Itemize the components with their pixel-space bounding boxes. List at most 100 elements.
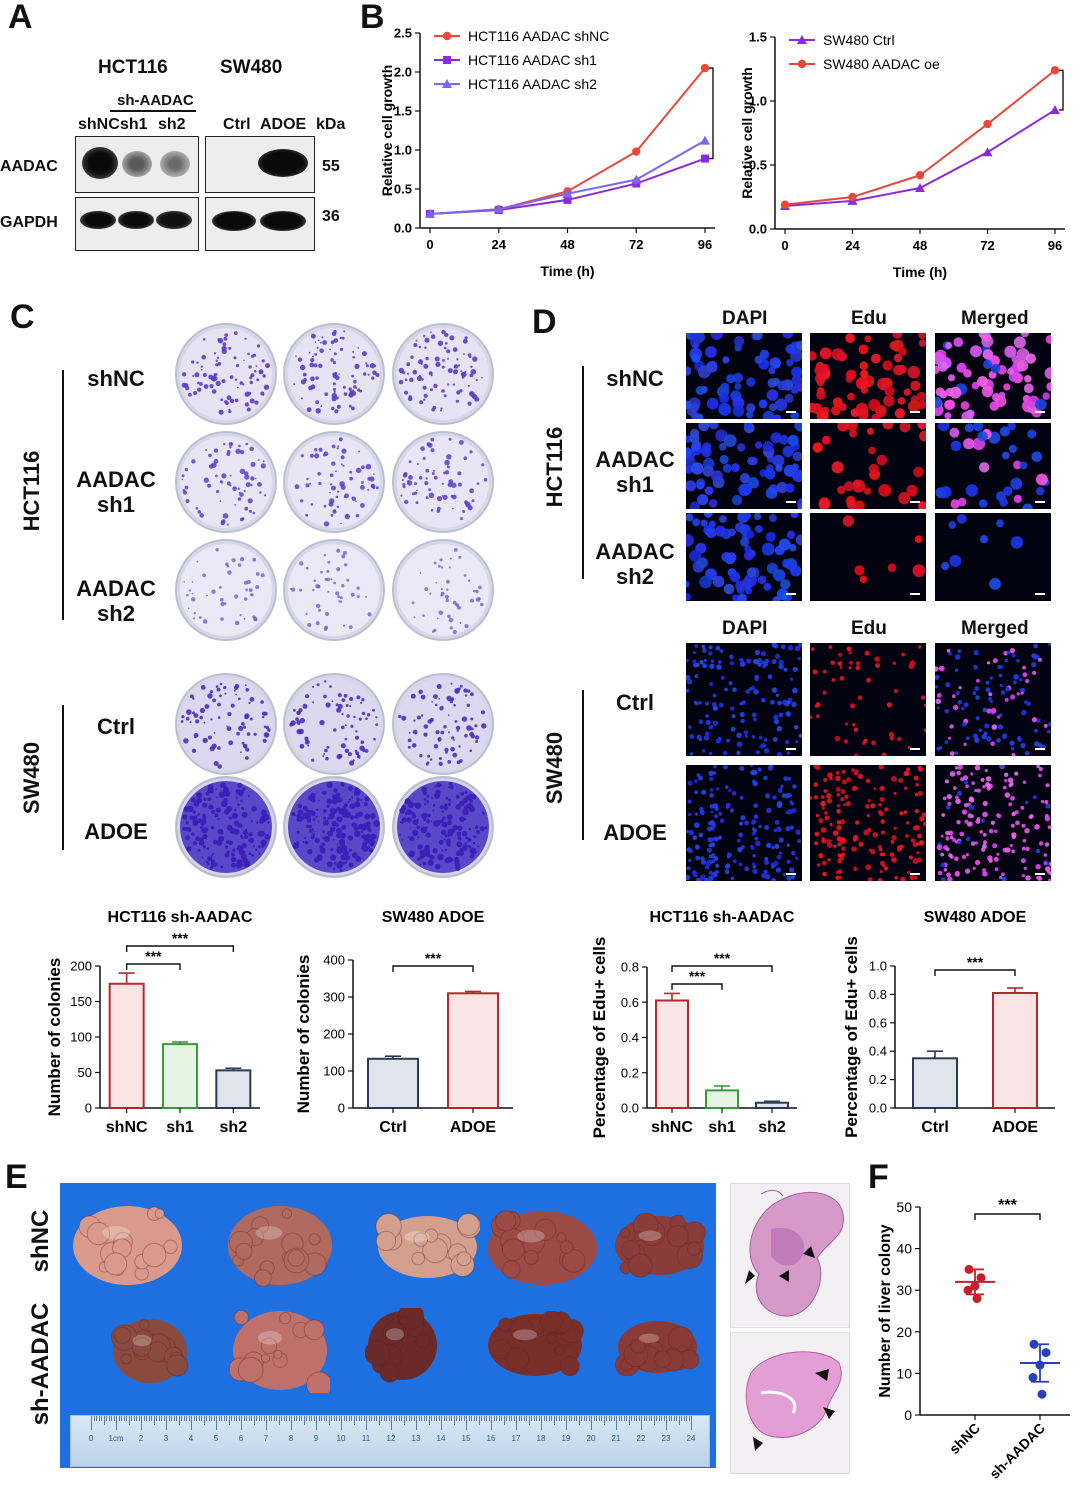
y-tick-label: 0.0 xyxy=(869,1101,887,1116)
significance-bracket xyxy=(709,67,714,160)
ruler-tick xyxy=(353,1416,355,1425)
ruler-tick xyxy=(528,1416,530,1425)
data-point xyxy=(563,195,572,204)
y-tick-label: 0 xyxy=(904,1407,912,1423)
y-axis-label: Number of liver colony xyxy=(877,1224,894,1397)
ruler-tick xyxy=(158,1416,160,1421)
ruler-tick xyxy=(611,1416,612,1421)
merged-image xyxy=(935,333,1051,419)
ruler-tick xyxy=(131,1416,132,1421)
data-point xyxy=(1050,104,1060,114)
ruler-tick xyxy=(641,1416,642,1430)
data-point xyxy=(562,188,573,198)
y-tick-label: 0.0 xyxy=(394,221,412,236)
colony-dish xyxy=(177,325,275,423)
merged-image xyxy=(935,765,1051,881)
ruler-tick xyxy=(646,1416,647,1421)
legend-marker xyxy=(442,31,452,41)
ruler-tick xyxy=(538,1416,540,1421)
ruler-tick xyxy=(431,1416,432,1421)
ruler-tick xyxy=(401,1416,402,1421)
y-tick-label: 1.0 xyxy=(869,959,887,974)
ruler-tick xyxy=(233,1416,235,1421)
ruler-tick xyxy=(283,1416,285,1421)
significance-bracket xyxy=(1059,69,1064,111)
y-tick-label: 0.0 xyxy=(621,1101,639,1116)
data-point xyxy=(1035,1360,1045,1370)
panel-label-d: D xyxy=(532,303,557,341)
ruler-tick xyxy=(251,1416,252,1421)
series-line xyxy=(429,157,706,215)
x-tick-label: 72 xyxy=(980,238,994,253)
y-tick-label: 0 xyxy=(338,1101,345,1116)
significance-label: *** xyxy=(967,954,984,970)
ruler-tick xyxy=(518,1416,520,1421)
ruler-tick xyxy=(106,1416,107,1421)
ruler-tick xyxy=(483,1416,485,1421)
blot-lane-adoe: ADOE xyxy=(260,116,307,133)
ruler-tick xyxy=(403,1416,405,1425)
ruler-tick xyxy=(536,1416,537,1421)
ruler-tick xyxy=(681,1416,682,1421)
ruler-label: 24 xyxy=(686,1434,696,1443)
chart-title: SW480 ADOE xyxy=(924,909,1027,926)
panel-label-a: A xyxy=(8,0,33,36)
significance-bracket xyxy=(974,1213,1041,1220)
y-tick-label: 20 xyxy=(896,1324,912,1340)
dapi-image xyxy=(686,513,802,601)
ruler-tick xyxy=(203,1416,205,1425)
ruler-tick xyxy=(461,1416,462,1421)
ruler-tick xyxy=(543,1416,545,1421)
ruler-tick xyxy=(328,1416,330,1425)
ruler-tick xyxy=(246,1416,247,1421)
ruler-tick xyxy=(571,1416,572,1421)
ruler-tick xyxy=(306,1416,307,1421)
x-tick-label: 96 xyxy=(1048,238,1062,253)
data-point xyxy=(1029,1339,1039,1349)
liver-specimen xyxy=(365,1308,437,1383)
x-tick-label: sh2 xyxy=(758,1119,786,1136)
x-tick-label: Ctrl xyxy=(921,1119,949,1136)
legend-label: HCT116 AADAC sh1 xyxy=(468,52,597,68)
ruler-tick xyxy=(303,1416,305,1425)
colony-row-shnc: shNC xyxy=(87,366,145,391)
ruler-tick xyxy=(396,1416,397,1421)
ruler-tick xyxy=(333,1416,335,1421)
ruler-label: 19 xyxy=(561,1434,571,1443)
ruler-tick xyxy=(311,1416,312,1421)
ruler-tick xyxy=(326,1416,327,1421)
ruler-tick xyxy=(376,1416,377,1421)
ruler-tick xyxy=(271,1416,272,1421)
ruler-tick xyxy=(198,1416,200,1421)
edu-row-sh2: AADAC sh2 xyxy=(595,539,675,589)
ruler-tick xyxy=(643,1416,645,1421)
ruler-tick xyxy=(256,1416,257,1421)
ruler-tick xyxy=(531,1416,532,1421)
bar xyxy=(367,1057,419,1109)
ruler-tick xyxy=(191,1416,192,1430)
colony-dish xyxy=(177,433,275,531)
ruler-tick xyxy=(463,1416,465,1421)
ruler-tick xyxy=(601,1416,602,1421)
data-point xyxy=(632,147,641,156)
blot-cell-line-1: HCT116 xyxy=(98,57,168,78)
ruler-tick xyxy=(591,1416,592,1430)
significance-label: *** xyxy=(145,948,162,964)
data-point xyxy=(972,1294,982,1304)
ruler-tick xyxy=(556,1416,557,1421)
ruler-tick xyxy=(471,1416,472,1421)
x-tick-label: shNC xyxy=(651,1119,693,1136)
x-tick-label: 0 xyxy=(781,238,788,253)
ruler-tick xyxy=(651,1416,652,1421)
colony-dish xyxy=(394,541,492,639)
ruler-tick xyxy=(228,1416,230,1425)
ruler-label: 17 xyxy=(511,1434,521,1443)
ruler-tick xyxy=(393,1416,395,1421)
ruler-tick xyxy=(213,1416,215,1421)
ruler-tick xyxy=(523,1416,525,1421)
ruler-tick xyxy=(186,1416,187,1421)
y-tick-label: 40 xyxy=(896,1241,912,1257)
panel-label-c: C xyxy=(10,298,35,336)
y-tick-label: 200 xyxy=(70,959,92,974)
ruler-tick xyxy=(258,1416,260,1421)
